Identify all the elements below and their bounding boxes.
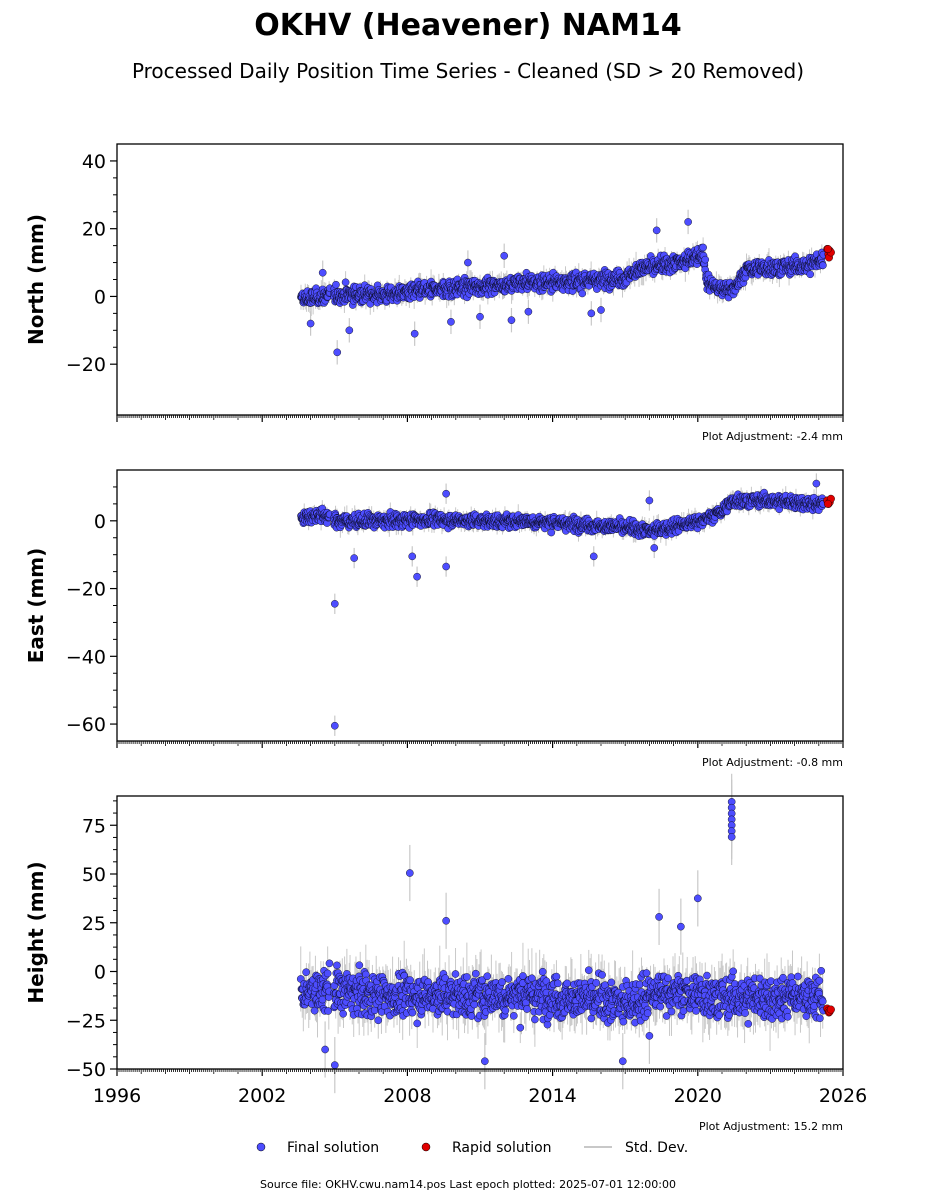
final-point — [589, 552, 598, 561]
x-axis — [116, 741, 844, 748]
final-point — [684, 218, 692, 226]
final-point — [806, 270, 815, 279]
final-point — [819, 261, 827, 270]
final-point — [345, 326, 354, 335]
plot-adjustment-label: Plot Adjustment: -2.4 mm — [702, 430, 843, 443]
final-point — [524, 307, 533, 316]
final-point — [318, 268, 327, 277]
final-point — [699, 243, 707, 252]
y-tick-label: −40 — [66, 646, 106, 668]
y-tick-label: 0 — [94, 286, 106, 308]
y-tick-label: −60 — [66, 714, 106, 736]
final-point — [476, 312, 484, 321]
y-axis-label: North (mm) — [24, 214, 48, 345]
final-point — [645, 496, 654, 505]
final-point — [442, 562, 450, 571]
rapid-point — [823, 499, 832, 508]
final-point — [652, 226, 661, 235]
final-point — [408, 552, 417, 561]
y-axis: −20 0 20 40 — [66, 151, 117, 376]
y-tick-label: 0 — [94, 511, 106, 533]
plot-frame — [116, 469, 844, 742]
final-solution-points — [297, 479, 827, 730]
final-point — [547, 528, 556, 537]
std-dev-bars — [300, 773, 824, 1094]
x-axis — [116, 415, 844, 422]
final-point — [587, 309, 596, 318]
chart-title: OKHV (Heavener) NAM14 — [254, 8, 681, 43]
y-tick-label: 20 — [82, 219, 106, 241]
y-tick-label: 40 — [82, 151, 106, 173]
final-point — [500, 251, 509, 260]
rapid-point — [823, 245, 832, 254]
final-point — [507, 316, 516, 324]
final-point — [597, 306, 605, 314]
final-point — [447, 318, 455, 326]
final-point — [701, 255, 710, 264]
y-axis-label: East (mm) — [24, 548, 48, 664]
north-panel: −20 0 20 40 North (mm) Plot Adjustment: -2.4 … — [24, 143, 844, 443]
final-point — [464, 258, 472, 267]
final-point — [413, 572, 421, 581]
final-point — [330, 600, 339, 608]
final-point — [330, 721, 339, 730]
y-tick-label: −20 — [66, 354, 106, 376]
final-point — [350, 554, 358, 562]
rapid-solution-points — [823, 245, 835, 262]
plot-adjustment-label: Plot Adjustment: -0.8 mm — [702, 756, 843, 769]
y-tick-label: −20 — [66, 579, 106, 601]
east-panel: −60 −40 −20 0 East (mm) Plot Adjustment: -0.8… — [24, 469, 844, 769]
chart-subtitle: Processed Daily Position Time Series - C… — [132, 59, 804, 83]
final-point — [442, 489, 450, 498]
y-axis: −60 −40 −20 0 — [66, 486, 117, 736]
final-solution-points — [297, 218, 828, 357]
final-point — [333, 348, 342, 357]
final-point — [306, 319, 315, 328]
final-point — [332, 280, 340, 289]
final-point — [341, 278, 350, 287]
final-point — [410, 329, 419, 338]
final-point — [812, 479, 821, 488]
final-point — [578, 289, 587, 298]
final-point — [650, 544, 659, 552]
